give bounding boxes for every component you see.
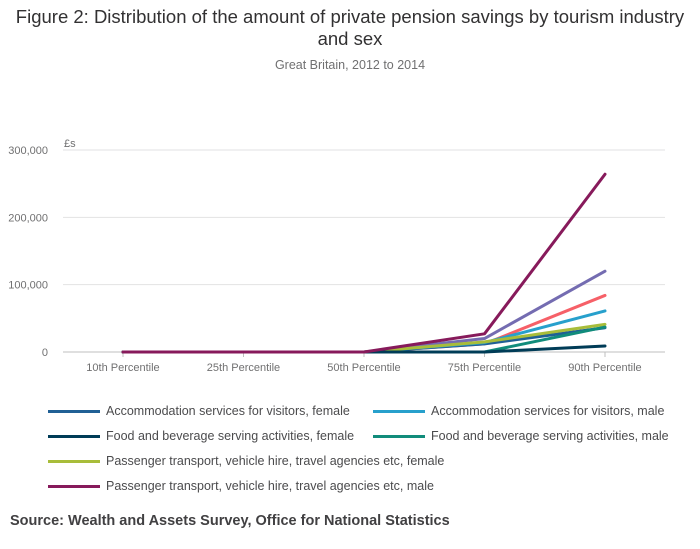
legend-swatch	[373, 409, 425, 413]
source-note: Source: Wealth and Assets Survey, Office…	[10, 513, 450, 529]
x-tick-label: 90th Percentile	[568, 362, 641, 374]
legend-label: Food and beverage serving activities, fe…	[106, 429, 355, 443]
chart-title: Figure 2: Distribution of the amount of …	[15, 6, 685, 49]
series-line	[121, 309, 607, 354]
legend-label: Food and beverage serving activities, ma…	[431, 429, 669, 443]
legend-label: Passenger transport, vehicle hire, trave…	[106, 454, 445, 468]
line-chart: 0 100,000 200,000 300,000 £s 10th Percentile 2…	[8, 138, 665, 374]
x-tick-label: 25th Percentile	[207, 362, 280, 374]
legend-swatch	[48, 434, 100, 438]
y-tick-label: 300,000	[8, 145, 48, 157]
legend-item: Food and beverage serving activities, fe…	[48, 429, 354, 443]
legend-label: Accommodation services for visitors, fem…	[106, 404, 350, 418]
legend-swatch	[373, 434, 425, 438]
series-line	[121, 269, 607, 354]
chart-subtitle: Great Britain, 2012 to 2014	[274, 58, 426, 72]
legend-item: Food and beverage serving activities, ma…	[373, 429, 669, 443]
x-tick-label: 50th Percentile	[327, 362, 400, 374]
legend-item: Accommodation services for visitors, fem…	[48, 404, 350, 418]
y-tick-label: 0	[42, 347, 48, 359]
x-tick-label: 10th Percentile	[86, 362, 159, 374]
y-axis-label: £s	[64, 138, 76, 150]
legend-label: Passenger transport, vehicle hire, trave…	[106, 479, 434, 493]
legend-label: Accommodation services for visitors, mal…	[431, 404, 665, 418]
legend-item: Accommodation services for visitors, mal…	[373, 404, 664, 418]
legend-swatch	[48, 484, 100, 488]
series-line	[121, 172, 607, 354]
legend-item: Passenger transport, vehicle hire, trave…	[48, 454, 444, 468]
y-tick-label: 100,000	[8, 280, 48, 292]
legend-item: Passenger transport, vehicle hire, trave…	[48, 479, 434, 493]
legend-swatch	[48, 409, 100, 413]
x-tick-label: 75th Percentile	[448, 362, 521, 374]
legend-swatch	[48, 459, 100, 463]
y-tick-label: 200,000	[8, 212, 48, 224]
